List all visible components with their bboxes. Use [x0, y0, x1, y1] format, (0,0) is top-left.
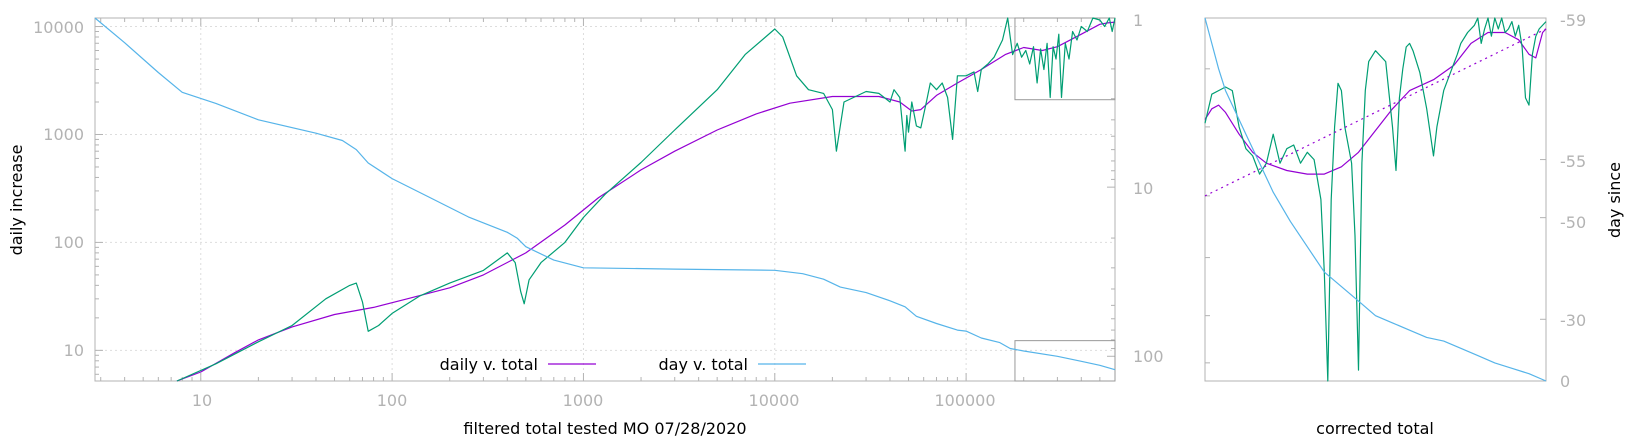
main-plot-frame [94, 17, 1116, 382]
inset-day-line [1204, 17, 1547, 382]
x-tick-label: 100000 [934, 391, 995, 410]
y-tick-label: 1000 [43, 125, 84, 144]
inset-y2-tick-label: -59 [1560, 11, 1586, 30]
legend: daily v. total day v. total [440, 355, 806, 374]
x-tick-label: 10 [192, 391, 212, 410]
y-tick-label: 100 [53, 233, 84, 252]
zoom-rectangle-lower [1014, 340, 1116, 382]
inset-x-axis-title: corrected total [1316, 419, 1434, 438]
inset-trend-line [1204, 28, 1547, 197]
main-ticks [95, 17, 1116, 381]
legend-label-daily: daily v. total [440, 355, 538, 374]
inset-smoothed-line [1204, 28, 1547, 175]
x-tick-label: 10000 [749, 391, 800, 410]
y2-tick-label: 100 [1133, 347, 1164, 366]
x-tick-label: 100 [377, 391, 408, 410]
x-tick-label: 1000 [563, 391, 604, 410]
y-axis-title: daily increase [7, 145, 26, 256]
inset-series-group [1204, 17, 1547, 382]
legend-label-day: day v. total [659, 355, 749, 374]
inset-y2-tick-label: 0 [1560, 372, 1570, 391]
day-series-line [94, 17, 1116, 371]
inset-y2-axis-title: day since [1605, 162, 1624, 238]
inset-plot-frame [1204, 17, 1547, 382]
inset-raw-line [1204, 17, 1547, 382]
y2-tick-label: 1 [1133, 11, 1143, 30]
x-axis-title: filtered total tested MO 07/28/2020 [463, 419, 746, 438]
y-tick-label: 10 [64, 341, 84, 360]
y-tick-label: 10000 [33, 18, 84, 37]
inset-y2-tick-label: -50 [1560, 213, 1586, 232]
inset-y2-tick-label: -30 [1560, 311, 1586, 330]
zoom-rectangle-upper [1014, 17, 1116, 101]
inset-ticks [1205, 17, 1546, 382]
y2-tick-label: 10 [1133, 179, 1153, 198]
inset-y2-tick-label: -55 [1560, 152, 1586, 171]
raw-daily-series-line [176, 17, 1116, 382]
main-grid [95, 18, 1115, 381]
main-series-group [94, 17, 1116, 382]
